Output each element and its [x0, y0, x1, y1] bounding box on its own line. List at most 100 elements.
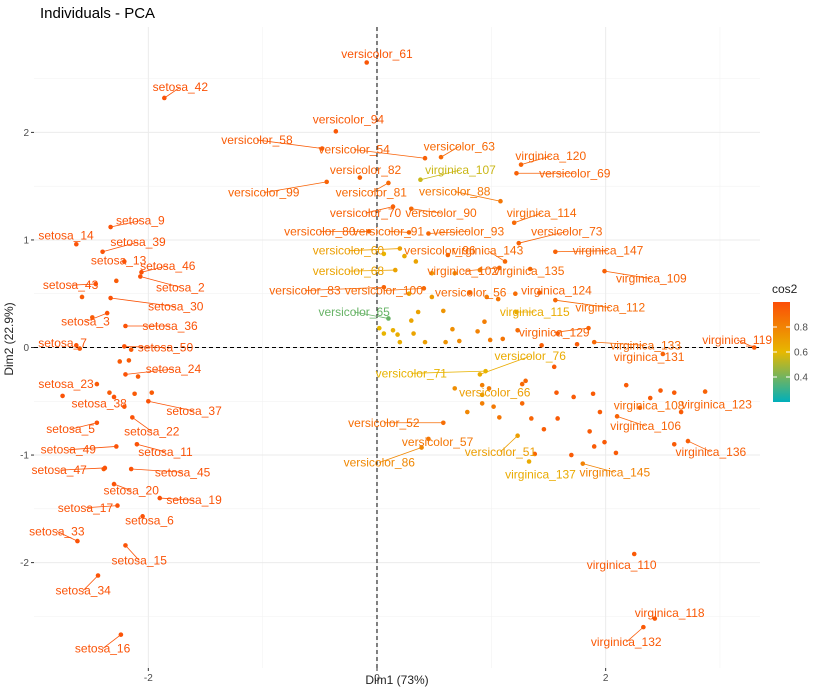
data-point	[115, 503, 120, 508]
legend-tick-label: 0.8	[794, 323, 808, 334]
data-point	[74, 241, 79, 247]
data-point	[123, 372, 128, 377]
data-point	[395, 332, 400, 337]
data-point	[597, 409, 603, 415]
point-label: setosa_22	[124, 424, 180, 438]
data-point	[514, 309, 519, 315]
label-connector	[85, 505, 118, 509]
data-point	[551, 364, 557, 370]
label-connector	[124, 346, 166, 348]
label-connector	[371, 182, 389, 193]
point-label: virginica_118	[635, 606, 705, 620]
point-label: setosa_33	[29, 524, 85, 538]
label-connector	[354, 311, 389, 319]
data-point	[114, 278, 119, 284]
data-point	[122, 404, 127, 409]
data-point	[123, 543, 128, 548]
label-connector	[131, 468, 183, 473]
label-connector	[616, 415, 646, 427]
data-point	[479, 401, 485, 406]
data-point	[77, 346, 83, 351]
label-connector	[440, 146, 460, 158]
label-connector	[379, 447, 422, 463]
label-connector	[82, 575, 99, 591]
label-connector	[348, 269, 396, 272]
data-point	[386, 316, 391, 321]
label-connector	[518, 230, 567, 244]
point-label: versicolor_94	[313, 112, 385, 126]
point-label: setosa_7	[38, 336, 87, 350]
data-point	[450, 326, 455, 332]
point-label: versicolor_51	[465, 445, 537, 459]
label-connector	[140, 276, 181, 288]
data-point	[497, 415, 502, 420]
point-label: versicolor_82	[330, 163, 402, 177]
data-point	[554, 390, 559, 395]
data-point	[498, 198, 503, 204]
label-connector	[136, 443, 166, 453]
data-point	[514, 170, 519, 176]
data-point	[357, 175, 363, 180]
point-label: versicolor_68	[313, 264, 385, 278]
data-point	[631, 551, 637, 557]
label-connector	[411, 370, 486, 374]
data-point	[465, 409, 470, 415]
label-connector	[500, 435, 518, 453]
point-label: versicolor_65	[318, 305, 390, 319]
point-label: setosa_30	[148, 300, 204, 314]
data-point	[128, 466, 134, 472]
data-point	[381, 251, 387, 257]
point-label: versicolor_58	[221, 133, 293, 147]
label-connector	[514, 212, 542, 224]
point-label: versicolor_60	[313, 244, 385, 258]
data-point	[366, 229, 372, 234]
point-label: versicolor_83	[269, 283, 341, 297]
data-point	[484, 294, 490, 300]
data-point	[532, 451, 538, 457]
data-point	[146, 398, 151, 404]
data-point	[519, 381, 525, 387]
data-point	[613, 450, 619, 456]
y-tick-label: 1	[23, 235, 29, 246]
data-point	[539, 343, 544, 348]
data-point	[702, 389, 708, 394]
point-label: setosa_11	[138, 445, 193, 459]
data-point	[513, 291, 518, 297]
data-point	[529, 416, 534, 421]
data-point	[413, 259, 419, 264]
point-label: virginica_129	[519, 325, 590, 339]
legend-ticks: 0.4 0.6 0.8	[773, 323, 808, 384]
data-point	[658, 388, 663, 393]
data-point	[392, 267, 398, 273]
data-point	[477, 372, 483, 377]
data-point	[157, 495, 163, 501]
point-label: virginica_107	[425, 163, 496, 177]
data-point	[408, 206, 414, 212]
data-point	[118, 632, 124, 637]
data-point	[421, 286, 427, 291]
point-label: virginica_115	[500, 305, 570, 319]
data-point	[94, 381, 100, 387]
label-connector	[625, 626, 644, 643]
data-point	[515, 433, 520, 438]
data-point	[149, 390, 155, 395]
data-point	[104, 310, 110, 316]
label-connector	[159, 497, 195, 501]
data-point	[511, 220, 517, 226]
point-label: versicolor_61	[341, 47, 413, 61]
point-label: setosa_14	[38, 229, 94, 243]
point-label: setosa_50	[138, 341, 194, 355]
data-point	[479, 392, 485, 398]
data-point	[500, 336, 506, 342]
data-point	[487, 337, 493, 343]
data-point	[100, 249, 105, 255]
point-label: virginica_102	[427, 264, 498, 278]
point-label: setosa_6	[125, 514, 174, 528]
data-point	[452, 386, 458, 391]
x-axis-title: Dim1 (73%)	[365, 673, 428, 687]
point-label: setosa_42	[153, 80, 209, 94]
data-point	[571, 394, 576, 400]
point-label: versicolor_57	[402, 435, 474, 449]
label-connector	[70, 422, 97, 430]
point-label: virginica_131	[614, 350, 685, 364]
